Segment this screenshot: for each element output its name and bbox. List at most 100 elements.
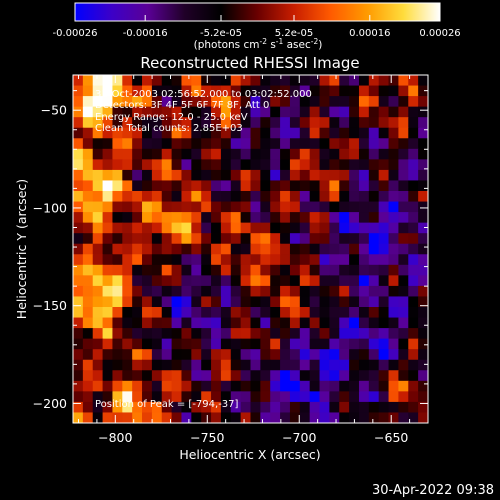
heatmap-cell [151, 317, 163, 329]
heatmap-cell [388, 212, 400, 224]
heatmap-cell [82, 243, 94, 255]
heatmap-cell [378, 328, 390, 340]
heatmap-cell [171, 85, 183, 97]
heatmap-cell [73, 127, 84, 139]
heatmap-cell [92, 180, 104, 192]
heatmap-cell [280, 317, 291, 329]
annotations: 31-Oct-2003 02:56:52.000 to 03:02:52.000… [95, 89, 312, 410]
heatmap-cell [418, 296, 428, 308]
heatmap-cell [280, 212, 291, 224]
heatmap-cell [151, 285, 163, 298]
heatmap-cell [211, 275, 222, 287]
heatmap-cell [230, 370, 242, 382]
heatmap-cell [181, 222, 192, 234]
heatmap-cell [142, 296, 153, 308]
heatmap-cell [358, 85, 370, 97]
heatmap-cell [82, 391, 94, 403]
heatmap-cell [368, 191, 380, 203]
heatmap-cell [132, 138, 143, 150]
heatmap-cell [408, 254, 419, 266]
heatmap-cell [358, 127, 370, 139]
heatmap-cell [270, 148, 281, 160]
heatmap-cell [250, 254, 261, 266]
heatmap-cell [73, 317, 84, 329]
heatmap-cell [299, 412, 311, 423]
heatmap-cell [161, 85, 173, 97]
heatmap-cell [339, 85, 350, 97]
heatmap-cell [122, 75, 133, 87]
heatmap-cell [142, 117, 153, 129]
heatmap-cell [181, 201, 192, 213]
heatmap-cell [388, 296, 400, 308]
heatmap-cell [151, 148, 163, 160]
heatmap-cell [299, 159, 311, 171]
heatmap-cell [73, 243, 84, 255]
heatmap-cell [280, 401, 291, 414]
heatmap-cell [230, 180, 242, 192]
heatmap-cell [250, 233, 261, 245]
heatmap-cell [368, 180, 380, 192]
heatmap-cell [319, 75, 330, 87]
heatmap-cell [122, 359, 133, 371]
heatmap-cell [339, 412, 350, 423]
heatmap-cell [151, 349, 163, 361]
heatmap-cell [132, 264, 143, 276]
heatmap-cell [339, 127, 350, 139]
heatmap-cell [122, 391, 133, 403]
heatmap-cell [171, 370, 183, 382]
heatmap-cell [161, 243, 173, 255]
heatmap-cell [191, 233, 202, 245]
heatmap-cell [240, 391, 252, 403]
heatmap-cell [171, 349, 183, 361]
heatmap-cell [280, 349, 291, 361]
heatmap-cell [299, 106, 311, 118]
heatmap-cell [171, 138, 183, 150]
heatmap-cell [280, 307, 291, 319]
heatmap-cell [211, 338, 222, 350]
heatmap-cell [329, 328, 340, 340]
heatmap-cell [339, 243, 350, 255]
heatmap-cell [299, 201, 311, 213]
heatmap-cell [319, 85, 330, 97]
heatmap-cell [132, 338, 143, 350]
heatmap-cell [220, 106, 232, 118]
heatmap-cell [260, 317, 271, 329]
heatmap-cell [112, 127, 123, 139]
heatmap-cell [171, 307, 183, 319]
heatmap-cell [112, 212, 123, 224]
heatmap-cell [299, 359, 311, 371]
heatmap-cell [132, 412, 143, 423]
heatmap-cell [388, 391, 400, 403]
heatmap-cell [151, 338, 163, 350]
heatmap-cell [378, 391, 390, 403]
heatmap-cell [408, 169, 419, 182]
heatmap-cell [181, 180, 192, 192]
heatmap-cell [339, 138, 350, 150]
heatmap-cell [378, 349, 390, 361]
heatmap-cell [260, 380, 271, 392]
heatmap-cell [408, 148, 419, 160]
heatmap-cell [349, 75, 360, 87]
heatmap-cell [211, 138, 222, 150]
heatmap-cell [211, 169, 222, 182]
heatmap-cell [181, 148, 192, 160]
heatmap-cell [398, 212, 409, 224]
heatmap-cell [161, 380, 173, 392]
heatmap-cell [171, 233, 183, 245]
heatmap-cell [329, 127, 340, 139]
x-axis-label: Heliocentric X (arcsec) [179, 447, 320, 462]
heatmap-cell [132, 148, 143, 160]
heatmap-cell [289, 275, 301, 287]
heatmap-cell [398, 127, 409, 139]
heatmap-cell [112, 285, 123, 298]
heatmap-cell [201, 180, 212, 192]
heatmap-cell [201, 317, 212, 329]
heatmap-cell [161, 328, 173, 340]
heatmap-cell [102, 370, 114, 382]
heatmap-cell [319, 328, 330, 340]
heatmap-cell [270, 307, 281, 319]
annotation-total-counts: Clean Total counts: 2.85E+03 [95, 123, 243, 134]
heatmap-cell [329, 85, 340, 97]
heatmap-cell [112, 296, 123, 308]
heatmap-cell [289, 96, 301, 108]
